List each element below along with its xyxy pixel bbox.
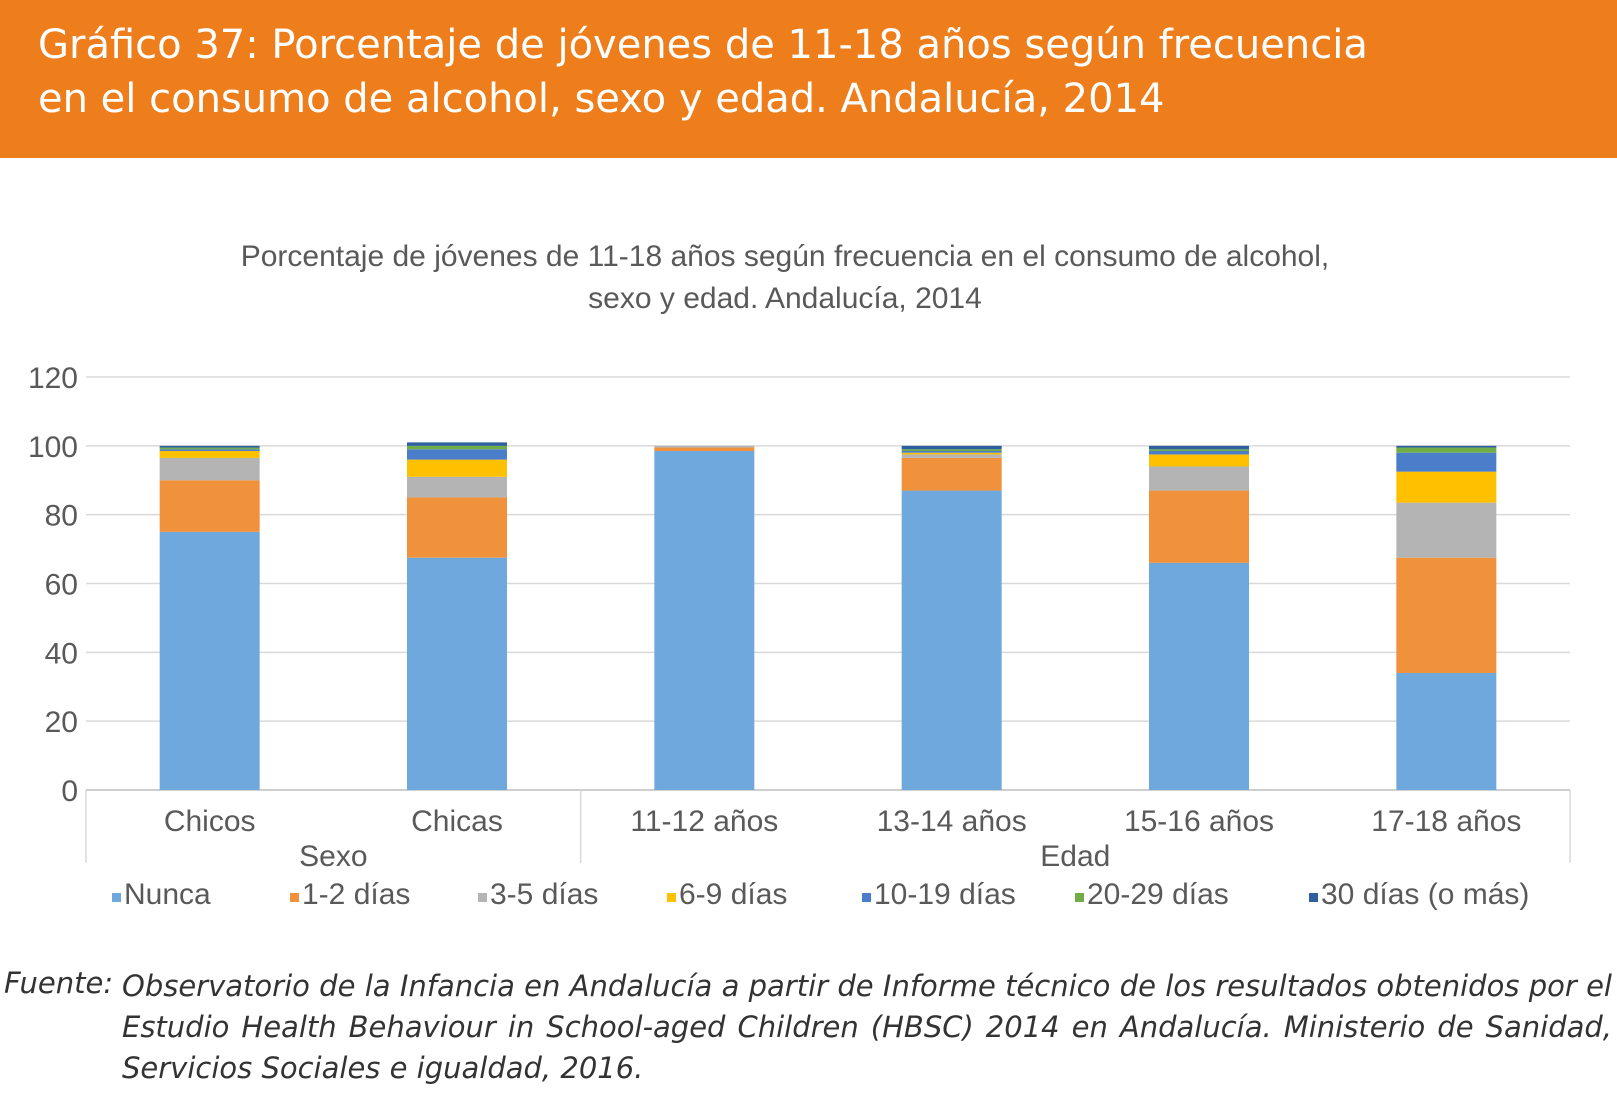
legend-swatch	[862, 893, 871, 902]
x-category-label: Chicas	[411, 805, 503, 838]
legend-swatch	[290, 893, 299, 902]
bar-segment	[407, 557, 507, 790]
y-tick-label: 120	[28, 362, 78, 395]
legend-label: 20-29 días	[1087, 878, 1229, 911]
bar-segment	[901, 452, 1002, 455]
bar-segment	[407, 459, 507, 477]
legend-swatch	[1075, 893, 1084, 902]
y-tick-label: 40	[45, 637, 78, 670]
source-text: Observatorio de la Infancia en Andalucía…	[122, 969, 1612, 1085]
bar-segment	[654, 445, 755, 448]
bar-segment	[159, 449, 260, 451]
bar-segment	[159, 447, 260, 450]
title-banner: Gráfico 37: Porcentaje de jóvenes de 11-…	[0, 0, 1617, 158]
y-tick-label: 60	[45, 569, 78, 602]
legend-swatch	[478, 893, 487, 902]
bar-segment	[159, 457, 260, 481]
bar-segment	[901, 457, 1002, 491]
chart-title-line-2: sexo y edad. Andalucía, 2014	[588, 282, 982, 315]
chart-title: Porcentaje de jóvenes de 11-18 años segú…	[0, 236, 1570, 320]
bar-segment	[901, 490, 1002, 790]
bar-segment	[1149, 490, 1249, 563]
bar-segment	[407, 497, 507, 558]
bar-segment	[407, 449, 507, 460]
x-category-label: Chicos	[164, 805, 256, 838]
y-tick-label: 0	[61, 775, 78, 808]
bar-segment	[1149, 454, 1249, 467]
bar-segment	[901, 449, 1002, 451]
bar-segment	[1396, 452, 1497, 472]
y-tick-label: 20	[45, 706, 78, 739]
bar-segment	[159, 445, 260, 448]
y-tick-label: 100	[28, 431, 78, 464]
y-tick-label: 80	[45, 500, 78, 533]
bar-segment	[901, 450, 1002, 453]
page-title: Gráfico 37: Porcentaje de jóvenes de 11-…	[38, 18, 1598, 126]
bar-segment	[407, 445, 507, 450]
bar-segment	[654, 447, 755, 451]
x-group-label: Sexo	[299, 840, 367, 873]
bar-segment	[1149, 562, 1249, 790]
legend-swatch	[667, 893, 676, 902]
bar-segment	[1149, 466, 1249, 491]
bar-segment	[1396, 502, 1497, 558]
legend-label: 1-2 días	[302, 878, 410, 911]
bar-segment	[901, 445, 1002, 450]
bar-segment	[407, 476, 507, 498]
bar-segment	[654, 450, 755, 790]
bar-segment	[159, 480, 260, 532]
bar-segment	[159, 450, 260, 458]
page-title-line-2: en el consumo de alcohol, sexo y edad. A…	[38, 76, 1165, 122]
stacked-bar-chart: 0 20 40 60 80 100 120 Chicos Chicas 11-12 años 13-…	[28, 362, 1571, 911]
page-title-line-1: Gráfico 37: Porcentaje de jóvenes de 11-…	[38, 22, 1368, 68]
bar-segment	[159, 531, 260, 790]
bar-segment	[1396, 471, 1497, 503]
legend-swatch	[112, 893, 121, 902]
chart-title-line-1: Porcentaje de jóvenes de 11-18 años segú…	[240, 240, 1330, 273]
legend-swatch	[1309, 893, 1318, 902]
x-category-label: 17-18 años	[1371, 805, 1521, 838]
legend-label: 6-9 días	[679, 878, 787, 911]
bar-segment	[1396, 557, 1497, 673]
x-category-label: 13-14 años	[877, 805, 1027, 838]
legend-label: Nunca	[124, 878, 211, 911]
x-category-label: 11-12 años	[630, 805, 778, 838]
bar-segment	[1149, 450, 1249, 455]
bar-segment	[1396, 672, 1497, 790]
bar-segment	[1396, 445, 1497, 448]
legend-label: 3-5 días	[490, 878, 598, 911]
bar-segment	[1396, 447, 1497, 453]
bar-segment	[1149, 449, 1249, 451]
legend-label: 30 días (o más)	[1321, 878, 1529, 911]
bar-segment	[407, 442, 507, 446]
bar-segment	[901, 454, 1002, 458]
bar-segment	[1149, 445, 1249, 450]
x-group-label: Edad	[1040, 840, 1110, 873]
x-category-label: 15-16 años	[1124, 805, 1274, 838]
legend-label: 10-19 días	[874, 878, 1016, 911]
source-label: Fuente:	[4, 966, 114, 1000]
